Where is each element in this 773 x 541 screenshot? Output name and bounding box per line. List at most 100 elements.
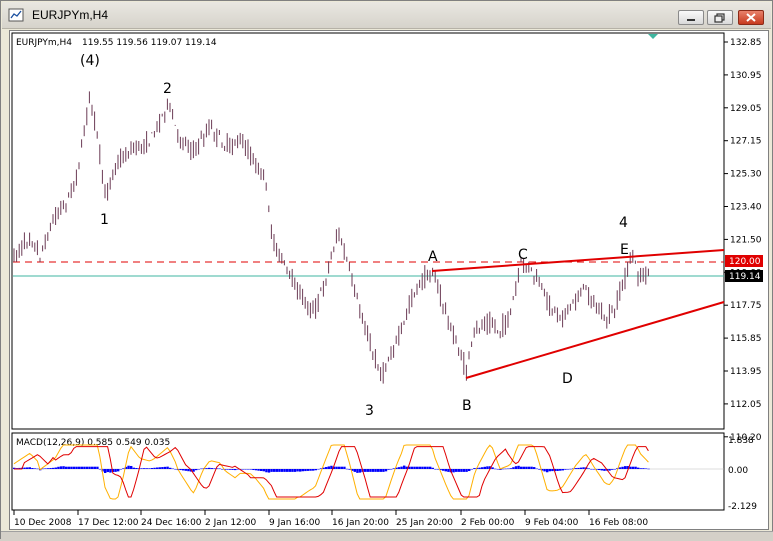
macd-bar <box>145 468 148 469</box>
macd-bar <box>135 468 138 469</box>
macd-bar <box>283 469 286 472</box>
macd-bar <box>197 469 200 470</box>
macd-bar <box>345 468 349 470</box>
macd-bar <box>93 466 96 469</box>
macd-bar <box>117 469 120 472</box>
macd-bar <box>626 466 629 469</box>
macd-bar <box>340 466 343 469</box>
macd-bar <box>231 469 234 470</box>
macd-bar <box>598 469 601 471</box>
macd-label: MACD(12,26,9) 0.585 0.549 0.035 <box>16 438 170 448</box>
macd-bar <box>483 466 486 469</box>
macd-bar <box>338 466 341 469</box>
price-tag-current <box>725 270 763 282</box>
macd-bar <box>85 466 89 469</box>
macd-bar <box>431 467 434 469</box>
macd-bar <box>158 467 161 469</box>
macd-bar <box>462 469 466 472</box>
title-bar[interactable]: EURJPYm,H4 <box>2 2 771 29</box>
price-axis-label: 121.50 <box>730 235 762 245</box>
macd-bar <box>377 469 380 472</box>
macd-bar <box>358 469 362 473</box>
macd-bar <box>629 466 632 469</box>
macd-bar <box>514 466 518 469</box>
macd-bar <box>488 466 492 469</box>
macd-bar <box>288 469 291 472</box>
macd-bar <box>72 466 76 469</box>
lower-trendline[interactable] <box>465 301 725 379</box>
macd-bar <box>80 466 83 469</box>
chart-area[interactable]: EURJPYm,H4 119.55 119.56 119.07 119.14 (… <box>9 30 769 530</box>
macd-bar <box>83 466 86 469</box>
macd-bar <box>611 469 614 470</box>
macd-bar <box>546 469 549 473</box>
macd-bar <box>374 469 377 472</box>
upper-trendline[interactable] <box>431 249 725 272</box>
tab-strip[interactable] <box>1 531 773 541</box>
macd-signal-line <box>14 446 649 498</box>
macd-bar <box>182 469 185 471</box>
close-button[interactable] <box>738 10 764 25</box>
macd-bar <box>457 469 460 472</box>
macd-bar <box>314 469 317 471</box>
macd-bar <box>132 467 135 469</box>
time-axis-label: 17 Dec 12:00 <box>78 518 139 528</box>
macd-bar <box>46 468 50 469</box>
macd-bar <box>78 466 81 469</box>
macd-bar <box>236 469 239 470</box>
macd-bar <box>600 469 603 471</box>
macd-bar <box>553 469 557 472</box>
maximize-button[interactable] <box>707 10 733 25</box>
macd-bar <box>106 469 109 473</box>
macd-bar <box>410 466 414 469</box>
macd-bar <box>501 468 505 470</box>
macd-bar <box>54 467 57 469</box>
macd-bar <box>624 466 627 469</box>
macd-bar <box>631 466 635 469</box>
price-chart[interactable]: EURJPYm,H4 119.55 119.56 119.07 119.14 (… <box>10 31 768 529</box>
macd-bar <box>418 466 421 469</box>
macd-bar <box>590 468 593 470</box>
macd-bar <box>111 469 115 472</box>
macd-bar <box>91 466 94 469</box>
macd-bar <box>36 468 39 470</box>
macd-bar <box>517 465 520 469</box>
macd-bar <box>603 469 606 471</box>
macd-bar <box>548 469 551 472</box>
macd-bar <box>353 469 356 472</box>
macd-bar <box>161 467 164 469</box>
macd-bar <box>226 469 229 470</box>
macd-bar <box>397 467 401 469</box>
macd-bar <box>104 469 107 473</box>
macd-main-line <box>13 444 649 500</box>
macd-bar <box>332 466 336 469</box>
shift-marker-icon[interactable] <box>648 34 658 39</box>
macd-bar <box>41 468 44 470</box>
macd-bar <box>366 469 369 472</box>
macd-bar <box>265 469 268 473</box>
macd-bar <box>299 469 302 472</box>
macd-bar <box>33 468 37 469</box>
wave-label-4-paren: (4) <box>80 53 100 69</box>
macd-bar <box>465 469 468 472</box>
macd-bar <box>574 468 577 469</box>
macd-bar <box>195 469 198 471</box>
price-axis-label: 115.85 <box>730 334 762 344</box>
macd-bar <box>470 469 473 470</box>
macd-bar <box>444 469 447 472</box>
macd-bar <box>499 469 502 470</box>
minimize-button[interactable] <box>678 10 704 25</box>
time-axis-label: 25 Jan 20:00 <box>396 518 453 528</box>
macd-bar <box>257 469 260 471</box>
main-plot-frame <box>11 32 725 430</box>
macd-bar <box>28 467 31 469</box>
macd-bar <box>280 469 284 472</box>
macd-bar <box>23 467 26 469</box>
macd-bar <box>228 469 232 470</box>
macd-bar <box>608 469 611 471</box>
macd-bar <box>403 465 406 469</box>
macd-bar <box>637 467 640 469</box>
macd-bar <box>252 469 255 471</box>
macd-bar <box>452 469 455 473</box>
